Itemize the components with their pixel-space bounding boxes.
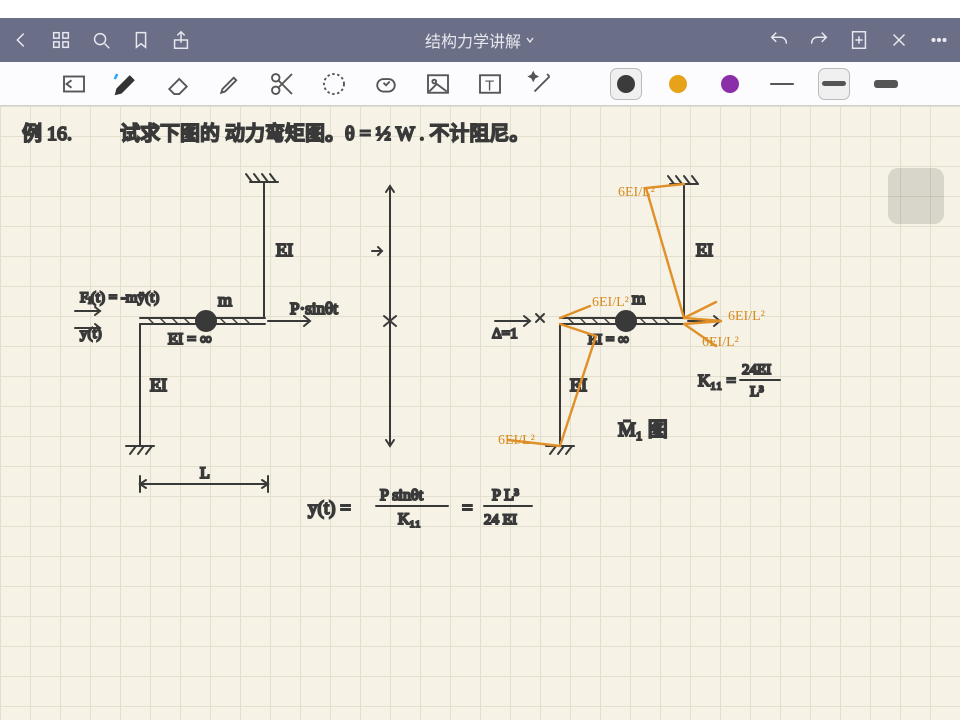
color-dot-purple — [721, 75, 739, 93]
svg-text:T: T — [485, 77, 494, 94]
scissors-tool-icon[interactable] — [267, 69, 297, 99]
device-status-bar — [0, 0, 960, 18]
stroke-sample-thick — [874, 80, 898, 88]
eq-lhs: y(t) = — [308, 498, 351, 519]
color-black[interactable] — [611, 69, 641, 99]
image-tool-icon[interactable] — [423, 69, 453, 99]
app-header: 结构力学讲解 — [0, 18, 960, 62]
more-icon[interactable] — [928, 29, 950, 51]
insert-tool-icon[interactable] — [59, 69, 89, 99]
m-top: 6EI/L² — [618, 185, 655, 200]
stroke-sample-med — [822, 81, 846, 86]
undo-icon[interactable] — [768, 29, 790, 51]
color-purple[interactable] — [715, 69, 745, 99]
rf-title: M̄₁ 图 — [618, 419, 668, 441]
m-jr1: 6EI/L² — [728, 309, 765, 324]
lf-load: P·sinθt — [290, 299, 338, 318]
document-title[interactable]: 结构力学讲解 — [192, 28, 768, 52]
color-orange[interactable] — [663, 69, 693, 99]
tool-toolbar: T — [0, 62, 960, 106]
eq-eq: = — [462, 498, 473, 519]
rf-k11v-top: 24EI — [742, 362, 771, 378]
eq-den1: K₁₁ — [398, 511, 421, 528]
problem-text: 试求下图的 动力弯矩图。θ = ½ W . 不计阻尼。 — [120, 122, 529, 145]
text-tool-icon[interactable]: T — [475, 69, 505, 99]
problem-label: 例 16. — [22, 122, 72, 145]
rf-ei-top: EI — [696, 240, 713, 260]
lf-fi: Fᵢ(t) = -mÿ(t) — [80, 290, 159, 306]
grid-icon[interactable] — [50, 29, 72, 51]
shape-tool-icon[interactable] — [371, 69, 401, 99]
note-canvas[interactable]: 例 16. 试求下图的 动力弯矩图。θ = ½ W . 不计阻尼。 EI EI — [0, 106, 960, 720]
pen-tool-icon[interactable] — [111, 69, 141, 99]
eq-num1: P sinθt — [380, 487, 424, 504]
add-page-icon[interactable] — [848, 29, 870, 51]
close-icon[interactable] — [888, 29, 910, 51]
magic-tool-icon[interactable] — [527, 69, 557, 99]
eraser-tool-icon[interactable] — [163, 69, 193, 99]
redo-icon[interactable] — [808, 29, 830, 51]
lf-span: L — [200, 465, 210, 482]
highlighter-tool-icon[interactable] — [215, 69, 245, 99]
stroke-thick[interactable] — [871, 69, 901, 99]
m-bot: 6EI/L² — [498, 433, 535, 448]
eq-den2: 24 EI — [484, 512, 517, 528]
rf-k11v-bot: L³ — [750, 384, 764, 400]
lf-mass: m — [218, 290, 232, 310]
title-text: 结构力学讲解 — [425, 28, 521, 52]
m-jl: 6EI/L² — [592, 295, 629, 310]
lf-eiinf: EI = ∞ — [168, 331, 212, 348]
chevron-down-icon — [525, 35, 535, 45]
lasso-tool-icon[interactable] — [319, 69, 349, 99]
lf-ei-bot: EI — [150, 375, 167, 395]
handwriting-layer: 例 16. 试求下图的 动力弯矩图。θ = ½ W . 不计阻尼。 EI EI — [0, 106, 960, 720]
stroke-medium[interactable] — [819, 69, 849, 99]
bookmark-icon[interactable] — [130, 29, 152, 51]
color-dot-orange — [669, 75, 687, 93]
lf-ei-top: EI — [276, 240, 293, 260]
stroke-sample-thin — [770, 83, 794, 85]
search-icon[interactable] — [90, 29, 112, 51]
rf-delta: Δ=1 — [492, 326, 518, 342]
rf-mass: m — [632, 289, 645, 308]
back-icon[interactable] — [10, 29, 32, 51]
color-dot-black — [617, 75, 635, 93]
share-icon[interactable] — [170, 29, 192, 51]
stroke-thin[interactable] — [767, 69, 797, 99]
eq-num2: P L³ — [492, 487, 519, 504]
rf-k11: K₁₁ = — [698, 371, 736, 390]
m-jr2: 6EI/L² — [702, 335, 739, 350]
